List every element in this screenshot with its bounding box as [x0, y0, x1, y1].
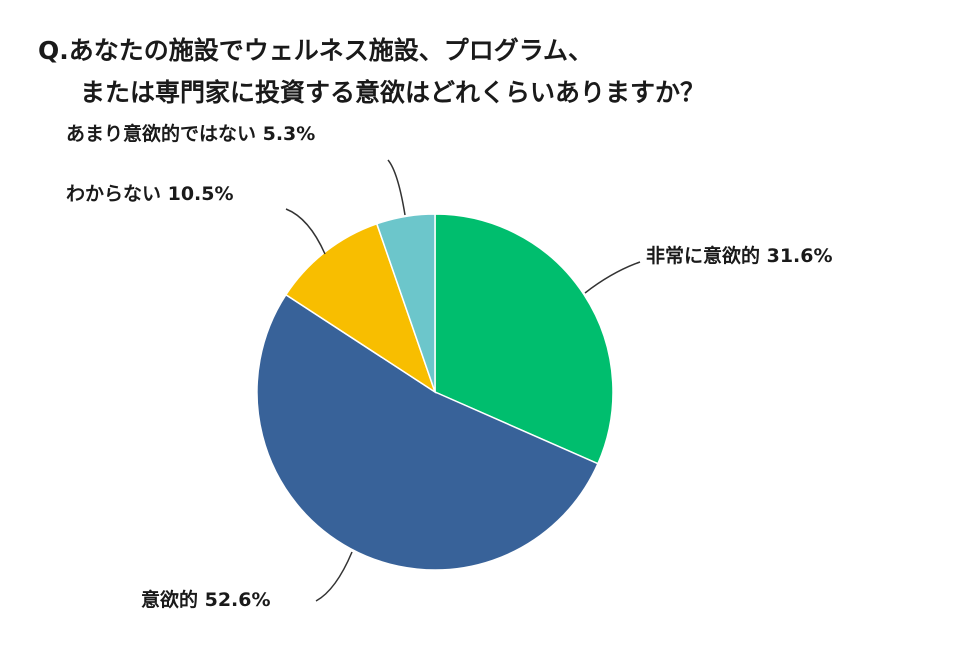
pie-slice-1 [434, 213, 614, 465]
pie-slice-2 [256, 293, 599, 571]
leader-line-2 [315, 551, 353, 602]
pie-slices [256, 213, 614, 571]
leader-lines [285, 159, 641, 602]
slice-label-4: あまり意欲的ではない 5.3% [66, 122, 315, 145]
chart-title: Q.あなたの施設でウェルネス施設、プログラム、 または専門家に投資する意欲はどれ… [38, 30, 705, 114]
chart-title-line2: または専門家に投資する意欲はどれくらいありますか？ [80, 78, 706, 107]
leader-line-1 [584, 261, 641, 294]
slice-label-2: 意欲的 52.6% [141, 588, 271, 611]
chart-title-line1: Q.あなたの施設でウェルネス施設、プログラム、 [38, 36, 594, 65]
slice-labels: 非常に意欲的 31.6% 意欲的 52.6% わからない 10.5% あまり意欲的では… [66, 122, 833, 611]
leader-line-4 [387, 159, 406, 216]
slice-label-1: 非常に意欲的 31.6% [646, 244, 833, 267]
slice-label-3: わからない 10.5% [66, 183, 234, 205]
pie-slice-3 [284, 222, 437, 394]
pie-slice-4 [375, 213, 436, 393]
leader-line-3 [285, 208, 326, 255]
